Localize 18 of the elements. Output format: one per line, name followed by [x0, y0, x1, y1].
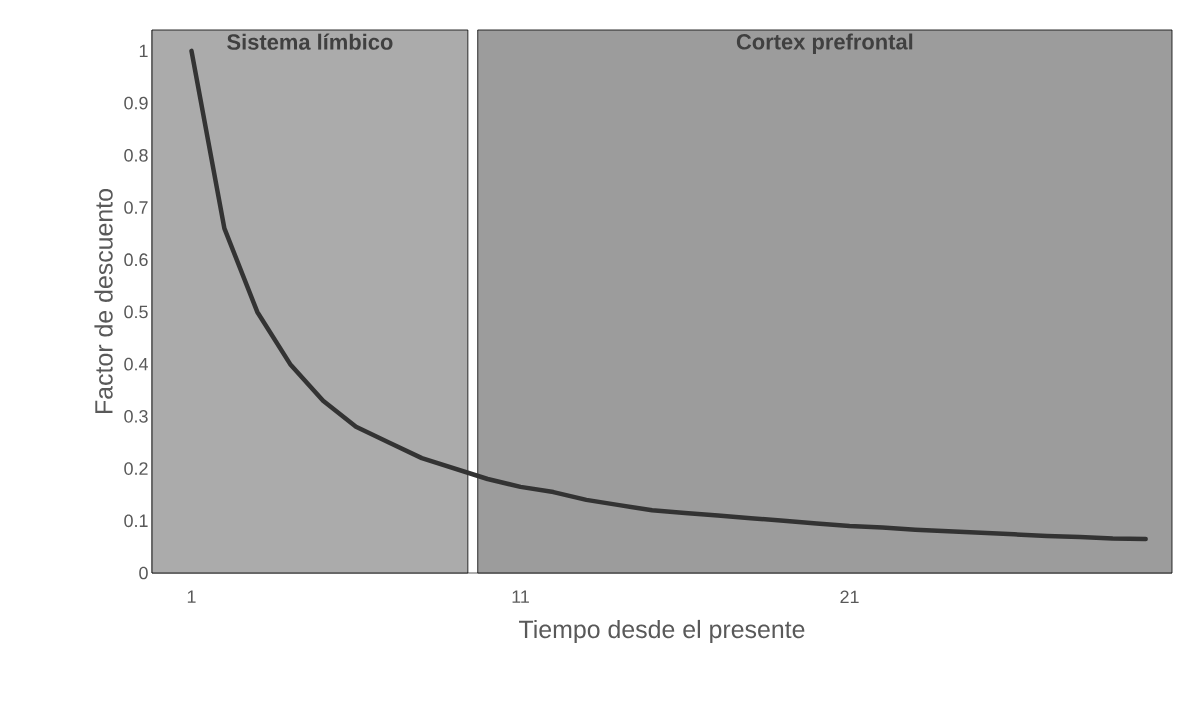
y-tick-label: 0.2	[124, 462, 148, 475]
x-tick-label: 11	[512, 590, 529, 603]
band-label: Sistema límbico	[227, 33, 393, 50]
y-tick-label: 0.1	[124, 514, 148, 528]
y-tick-label: 1	[139, 44, 148, 58]
y-tick-label: 0.9	[124, 96, 148, 110]
y-tick-label: 0.5	[124, 305, 148, 319]
y-tick-label: 0.8	[124, 148, 148, 162]
y-axis-title: Factor de descuento	[94, 189, 113, 413]
x-tick-label: 21	[840, 590, 859, 604]
y-tick-label: 0.3	[124, 410, 148, 423]
y-tick-label: 0	[139, 566, 148, 580]
x-tick-label: 1	[187, 590, 196, 603]
y-tick-label: 0.4	[124, 357, 148, 371]
y-tick-label: 0.7	[124, 201, 148, 214]
x-axis-title: Tiempo desde el presente	[519, 619, 805, 644]
y-tick-label: 0.6	[124, 253, 148, 267]
band-label: Cortex prefrontal	[736, 33, 913, 54]
